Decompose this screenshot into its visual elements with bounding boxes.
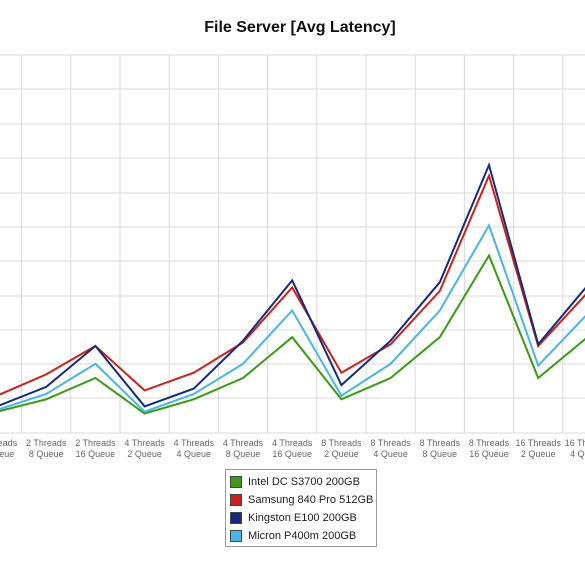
x-tick-label: 4 Threads 16 Queue bbox=[272, 438, 313, 459]
legend-swatch bbox=[230, 530, 242, 542]
legend-label: Intel DC S3700 200GB bbox=[248, 476, 360, 488]
series-line bbox=[0, 253, 585, 415]
legend-swatch bbox=[230, 494, 242, 506]
x-tick-label: 2 Threads 16 Queue bbox=[75, 438, 116, 459]
chart-title: File Server [Avg Latency] bbox=[204, 19, 396, 36]
legend-swatch bbox=[230, 476, 242, 488]
x-tick-label: 4 Threads 4 Queue bbox=[174, 438, 215, 459]
series-line bbox=[0, 161, 585, 408]
x-tick-label: 8 Threads 2 Queue bbox=[321, 438, 362, 459]
series-line bbox=[0, 223, 585, 413]
legend-label: Samsung 840 Pro 512GB bbox=[248, 494, 374, 506]
series-line bbox=[0, 172, 585, 396]
legend-label: Kingston E100 200GB bbox=[248, 512, 357, 524]
x-tick-label: 8 Threads 4 Queue bbox=[370, 438, 411, 459]
legend-item: Samsung 840 Pro 512GB bbox=[230, 491, 376, 509]
x-tick-label: 8 Threads 16 Queue bbox=[469, 438, 510, 459]
legend-item: Intel DC S3700 200GB bbox=[230, 473, 376, 491]
x-tick-label: 2 Threads 8 Queue bbox=[26, 438, 67, 459]
legend-label: Micron P400m 200GB bbox=[248, 530, 357, 542]
legend: Intel DC S3700 200GB Samsung 840 Pro 512G… bbox=[225, 469, 377, 547]
x-tick-label: 4 Threads 2 Queue bbox=[124, 438, 165, 459]
legend-item: Micron P400m 200GB bbox=[230, 527, 376, 545]
x-tick-label: 16 Threads 2 Queue bbox=[516, 438, 562, 459]
x-tick-label: 8 Threads 8 Queue bbox=[420, 438, 461, 459]
legend-swatch bbox=[230, 512, 242, 524]
x-tick-label: 4 Threads 8 Queue bbox=[223, 438, 264, 459]
legend-item: Kingston E100 200GB bbox=[230, 509, 376, 527]
